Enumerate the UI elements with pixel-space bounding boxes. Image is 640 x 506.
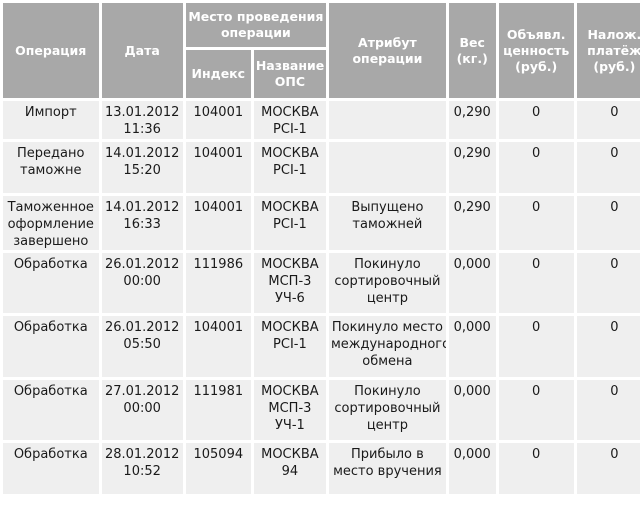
header-row: Операция Дата Место проведения операции …	[3, 3, 640, 98]
cell-weight: 0,290	[448, 101, 496, 139]
cell-attribute: Покинуло сортировочный центр	[328, 253, 446, 313]
cell-operation: Обработка	[3, 380, 99, 440]
cell-weight: 0,290	[448, 142, 496, 193]
header-date: Дата	[101, 3, 183, 98]
cell-office: МОСКВА PCI-1	[253, 142, 326, 193]
cell-attribute: Покинуло место международного обмена	[328, 316, 446, 377]
table-row: Обработка 26.01.2012 00:00 111986 МОСКВА…	[3, 253, 640, 313]
cell-weight: 0,290	[448, 196, 496, 250]
cell-cod: 0	[576, 443, 640, 494]
cell-weight: 0,000	[448, 253, 496, 313]
cell-attribute: Покинуло сортировочный центр	[328, 380, 446, 440]
cell-office: МОСКВА PCI-1	[253, 316, 326, 377]
cell-office: МОСКВА 94	[253, 443, 326, 494]
cell-date: 26.01.2012 00:00	[101, 253, 183, 313]
cell-weight: 0,000	[448, 380, 496, 440]
cell-index: 111981	[185, 380, 251, 440]
cell-declared-value: 0	[498, 443, 574, 494]
cell-operation: Обработка	[3, 316, 99, 377]
cell-date: 14.01.2012 15:20	[101, 142, 183, 193]
cell-index: 111986	[185, 253, 251, 313]
header-index: Индекс	[185, 50, 251, 98]
cell-operation: Обработка	[3, 253, 99, 313]
cell-declared-value: 0	[498, 196, 574, 250]
cell-cod: 0	[576, 253, 640, 313]
header-office-name: Название ОПС	[253, 50, 326, 98]
cell-office: МОСКВА PCI-1	[253, 101, 326, 139]
header-place: Место проведения операции	[185, 3, 326, 47]
cell-declared-value: 0	[498, 316, 574, 377]
cell-weight: 0,000	[448, 316, 496, 377]
cell-attribute: Прибыло в место вручения	[328, 443, 446, 494]
table-row: Передано таможне 14.01.2012 15:20 104001…	[3, 142, 640, 193]
cell-declared-value: 0	[498, 253, 574, 313]
header-attribute: Атрибут операции	[328, 3, 446, 98]
header-declared-value: Объявл. ценность (руб.)	[498, 3, 574, 98]
header-weight: Вес (кг.)	[448, 3, 496, 98]
header-cod: Налож. платёж (руб.)	[576, 3, 640, 98]
cell-attribute	[328, 101, 446, 139]
table-row: Импорт 13.01.2012 11:36 104001 МОСКВА PC…	[3, 101, 640, 139]
cell-office: МОСКВА МСП-3 УЧ-6	[253, 253, 326, 313]
cell-operation: Импорт	[3, 101, 99, 139]
cell-date: 27.01.2012 00:00	[101, 380, 183, 440]
cell-attribute: Выпущено таможней	[328, 196, 446, 250]
cell-office: МОСКВА МСП-3 УЧ-1	[253, 380, 326, 440]
table-row: Обработка 26.01.2012 05:50 104001 МОСКВА…	[3, 316, 640, 377]
cell-attribute	[328, 142, 446, 193]
cell-cod: 0	[576, 316, 640, 377]
table-row: Обработка 28.01.2012 10:52 105094 МОСКВА…	[3, 443, 640, 494]
cell-weight: 0,000	[448, 443, 496, 494]
cell-declared-value: 0	[498, 380, 574, 440]
table-row: Обработка 27.01.2012 00:00 111981 МОСКВА…	[3, 380, 640, 440]
header-subrow: Индекс Название ОПС	[3, 50, 640, 98]
cell-date: 14.01.2012 16:33	[101, 196, 183, 250]
cell-index: 104001	[185, 316, 251, 377]
table-row: Таможенное оформление завершено 14.01.20…	[3, 196, 640, 250]
cell-index: 104001	[185, 196, 251, 250]
cell-office: МОСКВА PCI-1	[253, 196, 326, 250]
cell-cod: 0	[576, 196, 640, 250]
cell-index: 104001	[185, 101, 251, 139]
header-operation: Операция	[3, 3, 99, 98]
cell-cod: 0	[576, 380, 640, 440]
cell-operation: Передано таможне	[3, 142, 99, 193]
cell-date: 28.01.2012 10:52	[101, 443, 183, 494]
cell-declared-value: 0	[498, 101, 574, 139]
cell-declared-value: 0	[498, 142, 574, 193]
cell-operation: Обработка	[3, 443, 99, 494]
cell-date: 13.01.2012 11:36	[101, 101, 183, 139]
cell-cod: 0	[576, 142, 640, 193]
cell-date: 26.01.2012 05:50	[101, 316, 183, 377]
cell-operation: Таможенное оформление завершено	[3, 196, 99, 250]
cell-index: 105094	[185, 443, 251, 494]
cell-index: 104001	[185, 142, 251, 193]
cell-cod: 0	[576, 101, 640, 139]
